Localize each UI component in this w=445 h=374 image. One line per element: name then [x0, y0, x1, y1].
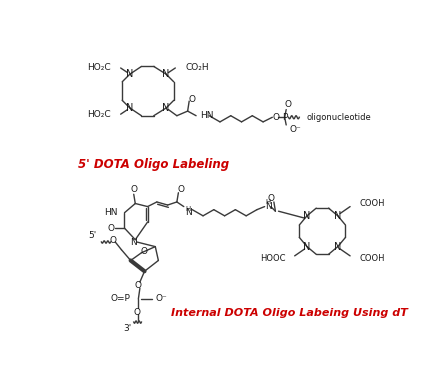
Text: O⁻: O⁻	[289, 125, 301, 134]
Text: O: O	[130, 185, 137, 194]
Text: O: O	[107, 224, 114, 233]
Text: O: O	[140, 247, 147, 256]
Text: O: O	[189, 95, 196, 104]
Text: O: O	[109, 236, 117, 245]
Text: Internal DOTA Oligo Labeing Using dT: Internal DOTA Oligo Labeing Using dT	[171, 308, 408, 318]
Text: HN: HN	[200, 111, 214, 120]
Text: O: O	[178, 185, 185, 194]
Text: O: O	[267, 194, 274, 203]
Text: H: H	[186, 206, 191, 212]
Text: COOH: COOH	[360, 254, 385, 263]
Text: O: O	[134, 308, 140, 318]
Text: HO₂C: HO₂C	[87, 64, 111, 73]
Text: P: P	[282, 113, 287, 122]
Text: N: N	[334, 211, 341, 221]
Text: HO₂C: HO₂C	[87, 110, 111, 119]
Text: 3': 3'	[123, 324, 132, 333]
Text: 5' DOTA Oligo Labeling: 5' DOTA Oligo Labeling	[78, 158, 230, 171]
Text: CO₂H: CO₂H	[185, 64, 209, 73]
Text: N: N	[265, 202, 272, 211]
Text: HN: HN	[104, 208, 117, 217]
Text: N: N	[162, 69, 170, 79]
Text: N: N	[126, 103, 134, 113]
Text: N: N	[130, 238, 137, 247]
Text: oligonucleotide: oligonucleotide	[306, 113, 371, 122]
Text: O: O	[284, 101, 291, 110]
Text: H: H	[266, 199, 271, 205]
Text: N: N	[334, 242, 341, 252]
Text: N: N	[303, 211, 311, 221]
Text: 5': 5'	[88, 232, 96, 240]
Text: COOH: COOH	[360, 199, 385, 208]
Text: N: N	[126, 69, 134, 79]
Text: HOOC: HOOC	[260, 254, 285, 263]
Text: N: N	[303, 242, 311, 252]
Text: N: N	[162, 103, 170, 113]
Text: O: O	[273, 113, 280, 122]
Text: O: O	[134, 281, 141, 290]
Text: O=P: O=P	[111, 294, 131, 303]
Text: N: N	[185, 208, 192, 217]
Text: O⁻: O⁻	[155, 294, 167, 303]
